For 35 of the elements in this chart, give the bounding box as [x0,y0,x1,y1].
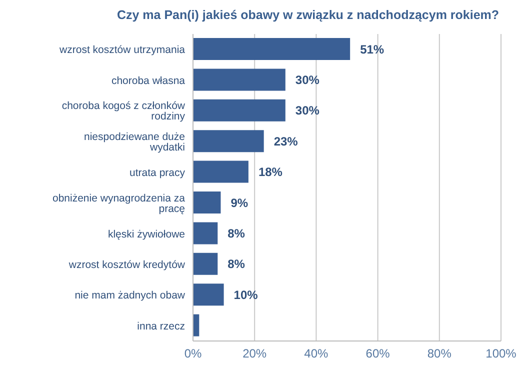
y-tick-label: klęski żywiołowe [108,228,186,240]
bar [193,222,218,244]
x-tick-label: 0% [184,346,202,361]
y-tick-label: utrata pracy [130,166,186,179]
x-tick-label: 60% [366,346,390,361]
x-tick-label: 80% [427,346,452,361]
bar [193,192,221,214]
bar [193,68,286,91]
y-tick-label: niespodziewane duże wydatki [84,130,186,154]
y-tick-label: obniżenie wynagrodzenia za pracę [52,192,186,215]
data-label: 8% [228,257,246,272]
y-tick-label: wzrost kosztów kredytów [68,258,186,271]
data-label: 10% [234,288,258,302]
y-tick-label: choroba własna [111,74,186,87]
data-label: 51% [360,42,384,56]
bar [193,284,224,306]
y-tick-label: inna rzecz [137,320,185,332]
chart-title: Czy ma Pan(i) jakieś obawy w związku z nadchodzącym rokiem? [116,8,500,22]
data-label: 30% [295,72,320,87]
data-label: 18% [258,165,283,180]
data-label: 23% [274,134,298,148]
data-label: 30% [295,104,320,118]
bar [193,252,218,275]
bar [193,38,350,60]
y-tick-label: choroba kogoś z członków rodziny [62,100,186,123]
bar [193,130,264,152]
data-label: 8% [228,226,246,240]
y-tick-label: nie mam żadnych obaw [74,290,186,302]
x-tick-label: 40% [304,346,329,361]
y-tick-label: wzrost kosztów utrzymania [58,44,186,56]
bar [193,160,248,183]
data-label: 9% [230,196,248,210]
x-tick-label: 20% [242,346,267,361]
bar [193,99,286,122]
x-tick-label: 100% [486,346,517,361]
